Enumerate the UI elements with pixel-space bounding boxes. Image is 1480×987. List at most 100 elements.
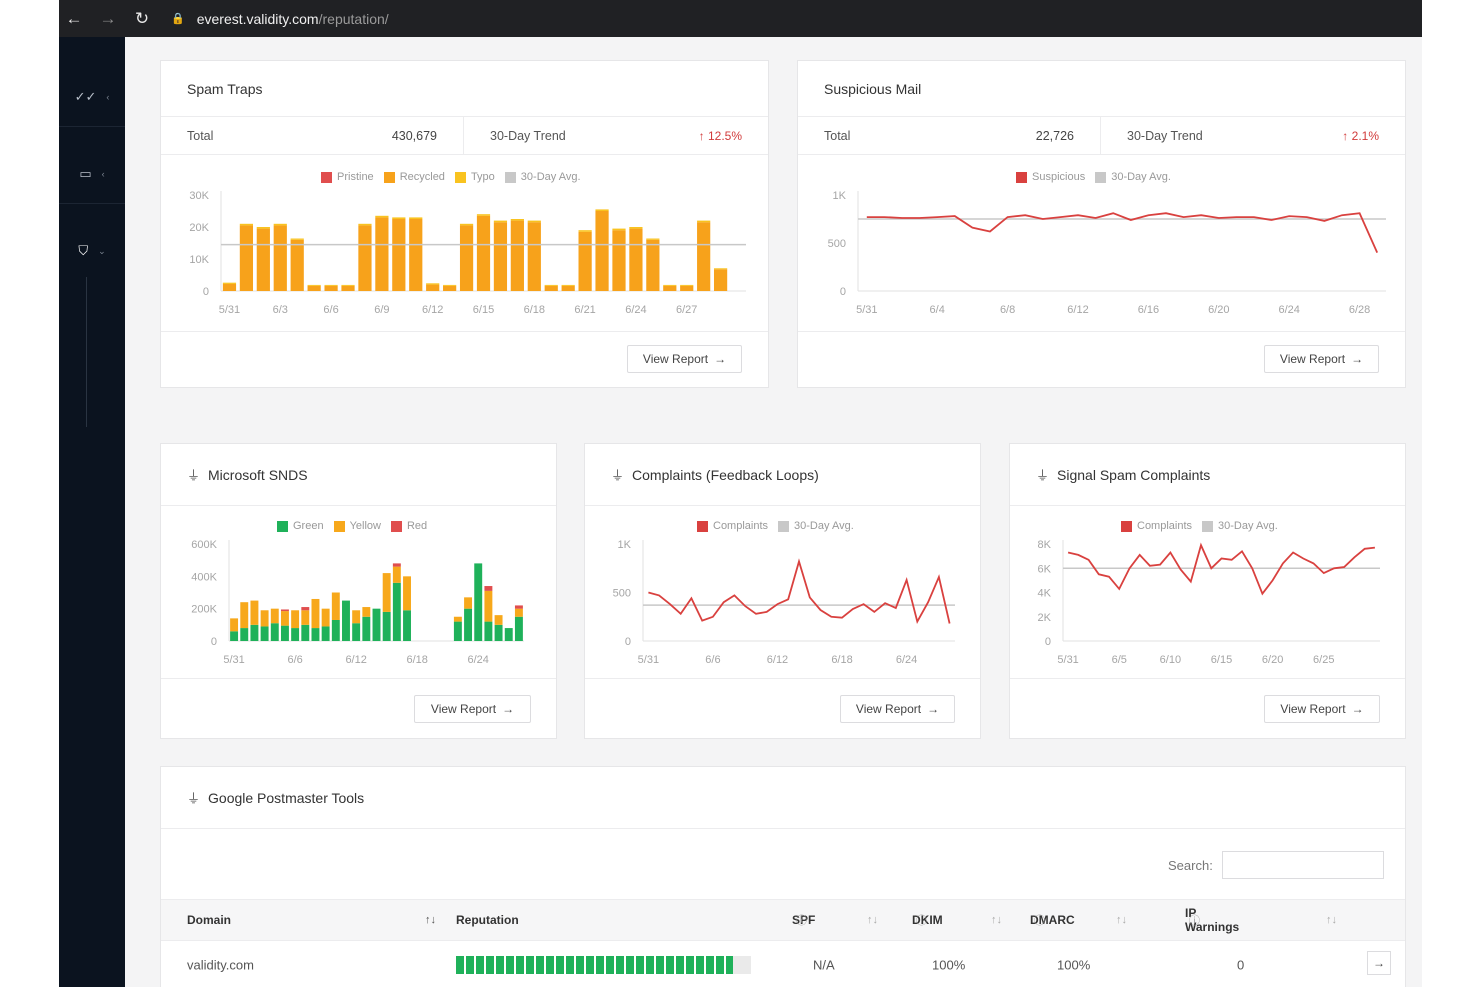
bar-segment[interactable]	[331, 619, 340, 641]
bar-segment[interactable]	[290, 238, 304, 240]
bar-segment[interactable]	[561, 284, 575, 286]
bar-segment[interactable]	[358, 225, 372, 291]
bar-segment[interactable]	[697, 220, 711, 223]
bar-segment[interactable]	[514, 616, 523, 641]
bar-segment[interactable]	[464, 608, 473, 641]
bar-segment[interactable]	[464, 597, 473, 609]
bar-segment[interactable]	[561, 285, 575, 291]
legend-item[interactable]: 30-Day Avg.	[1202, 520, 1278, 532]
bar-segment[interactable]	[484, 590, 493, 622]
sort-icon[interactable]: ↑↓	[1116, 914, 1127, 926]
bar-segment[interactable]	[324, 284, 338, 286]
bar-segment[interactable]	[256, 228, 270, 291]
view-report-button[interactable]: View Report →	[840, 695, 955, 723]
legend-item[interactable]: 30-Day Avg.	[778, 520, 854, 532]
bar-segment[interactable]	[459, 225, 474, 291]
view-report-button[interactable]: View Report →	[414, 695, 531, 723]
bar-segment[interactable]	[629, 228, 643, 291]
bar-segment[interactable]	[341, 285, 355, 291]
view-report-button[interactable]: View Report →	[1264, 695, 1380, 723]
bar-segment[interactable]	[514, 608, 523, 617]
bar-segment[interactable]	[260, 610, 269, 627]
bar-segment[interactable]	[409, 217, 423, 219]
bar-segment[interactable]	[341, 284, 355, 286]
bar-segment[interactable]	[352, 623, 361, 641]
bar-segment[interactable]	[260, 626, 269, 641]
legend-item[interactable]: 30-Day Avg.	[1095, 171, 1171, 183]
bar-segment[interactable]	[331, 592, 340, 620]
bar-segment[interactable]	[273, 223, 287, 226]
help-icon[interactable]: ⓘ	[916, 915, 927, 927]
bar-segment[interactable]	[273, 225, 287, 291]
bar-segment[interactable]	[307, 285, 321, 291]
bar-segment[interactable]	[352, 610, 361, 624]
bar-segment[interactable]	[301, 610, 310, 625]
bar-segment[interactable]	[311, 628, 320, 641]
bar-segment[interactable]	[453, 621, 462, 641]
bar-segment[interactable]	[629, 227, 643, 229]
bar-segment[interactable]	[426, 283, 440, 285]
bar-segment[interactable]	[222, 282, 237, 284]
bar-segment[interactable]	[375, 217, 389, 291]
bar-segment[interactable]	[544, 284, 558, 286]
legend-item[interactable]: Recycled	[383, 171, 445, 183]
bar-segment[interactable]	[484, 586, 493, 591]
legend-item[interactable]: Suspicious	[1016, 171, 1085, 183]
search-input[interactable]	[1222, 851, 1384, 879]
bar-segment[interactable]	[342, 600, 350, 641]
table-row[interactable]: validity.com N/A 100% 100% 0 →	[161, 941, 1405, 987]
bar-segment[interactable]	[307, 284, 321, 286]
bar-segment[interactable]	[697, 222, 711, 291]
bar-segment[interactable]	[358, 223, 372, 226]
bar-segment[interactable]	[270, 608, 279, 624]
help-icon[interactable]: ⓘ	[796, 915, 807, 927]
bar-segment[interactable]	[324, 285, 338, 291]
bar-segment[interactable]	[426, 284, 440, 291]
bar-segment[interactable]	[222, 283, 237, 291]
legend-item[interactable]: Red	[390, 520, 427, 532]
bar-segment[interactable]	[321, 626, 330, 641]
bar-segment[interactable]	[663, 285, 677, 291]
bar-segment[interactable]	[240, 602, 249, 629]
bar-segment[interactable]	[250, 600, 259, 625]
bar-segment[interactable]	[301, 624, 310, 641]
bar-segment[interactable]	[510, 219, 524, 221]
bar-segment[interactable]	[392, 217, 406, 219]
bar-segment[interactable]	[280, 611, 289, 626]
reload-icon[interactable]: ↻	[134, 8, 150, 28]
bar-segment[interactable]	[230, 618, 239, 632]
bar-segment[interactable]	[595, 211, 609, 291]
bar-segment[interactable]	[291, 610, 300, 629]
bar-segment[interactable]	[713, 268, 728, 270]
bar-segment[interactable]	[382, 573, 391, 612]
bar-segment[interactable]	[301, 607, 310, 611]
bar-segment[interactable]	[578, 231, 592, 291]
series-line[interactable]	[1067, 542, 1376, 596]
bar-segment[interactable]	[403, 576, 411, 611]
bar-segment[interactable]	[504, 628, 513, 641]
bar-segment[interactable]	[321, 608, 330, 627]
bar-segment[interactable]	[527, 222, 541, 291]
bar-segment[interactable]	[494, 615, 503, 625]
address-bar[interactable]: everest.validity.com/reputation/	[197, 11, 389, 27]
bar-segment[interactable]	[612, 230, 626, 291]
bar-segment[interactable]	[250, 624, 259, 641]
bar-segment[interactable]	[663, 284, 677, 286]
column-header-domain[interactable]: Domain	[187, 913, 232, 927]
bar-segment[interactable]	[443, 284, 457, 286]
view-report-button[interactable]: View Report →	[627, 345, 742, 373]
bar-segment[interactable]	[476, 214, 491, 216]
bar-segment[interactable]	[239, 223, 254, 226]
legend-item[interactable]: 30-Day Avg.	[504, 171, 581, 183]
bar-segment[interactable]	[392, 563, 401, 567]
bar-segment[interactable]	[409, 219, 423, 291]
legend-item[interactable]: Pristine	[321, 171, 374, 183]
legend-item[interactable]: Typo	[454, 171, 495, 183]
legend-item[interactable]: Green	[277, 520, 324, 532]
bar-segment[interactable]	[514, 605, 523, 609]
bar-segment[interactable]	[680, 285, 694, 291]
legend-item[interactable]: Yellow	[333, 520, 381, 532]
bar-segment[interactable]	[239, 225, 254, 291]
bar-segment[interactable]	[459, 223, 474, 226]
sidebar-item-reputation[interactable]: ⛉ ⌄	[59, 221, 125, 281]
